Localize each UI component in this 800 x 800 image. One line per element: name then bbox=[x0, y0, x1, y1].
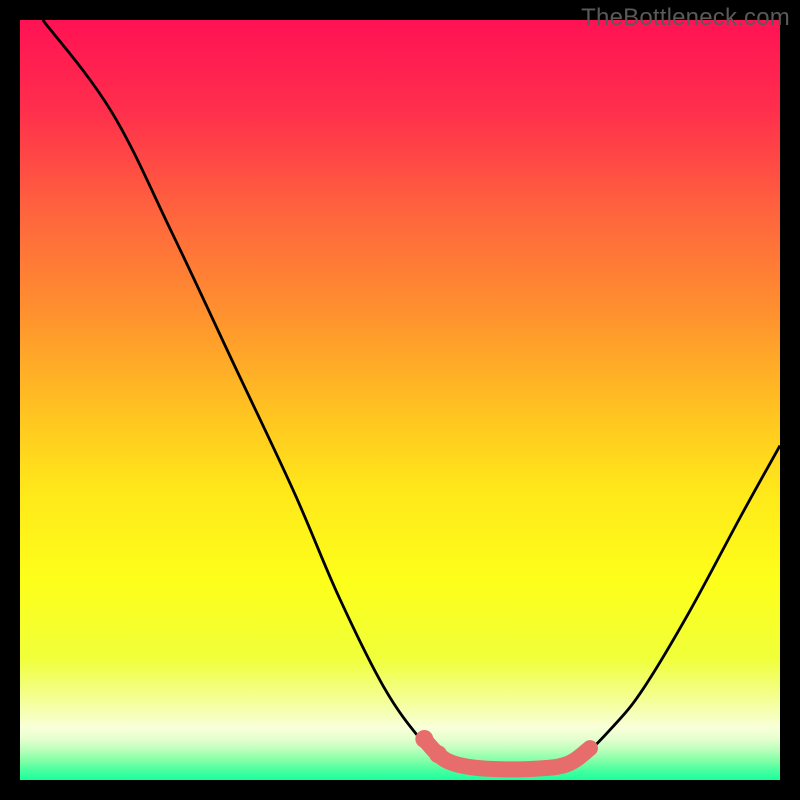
left_bead_1 bbox=[415, 730, 433, 748]
watermark-text: TheBottleneck.com bbox=[581, 4, 790, 32]
chart-stage: TheBottleneck.com bbox=[0, 0, 800, 800]
left_bead_2 bbox=[429, 745, 447, 763]
bottleneck-chart bbox=[0, 0, 800, 800]
plot-background bbox=[20, 20, 780, 780]
